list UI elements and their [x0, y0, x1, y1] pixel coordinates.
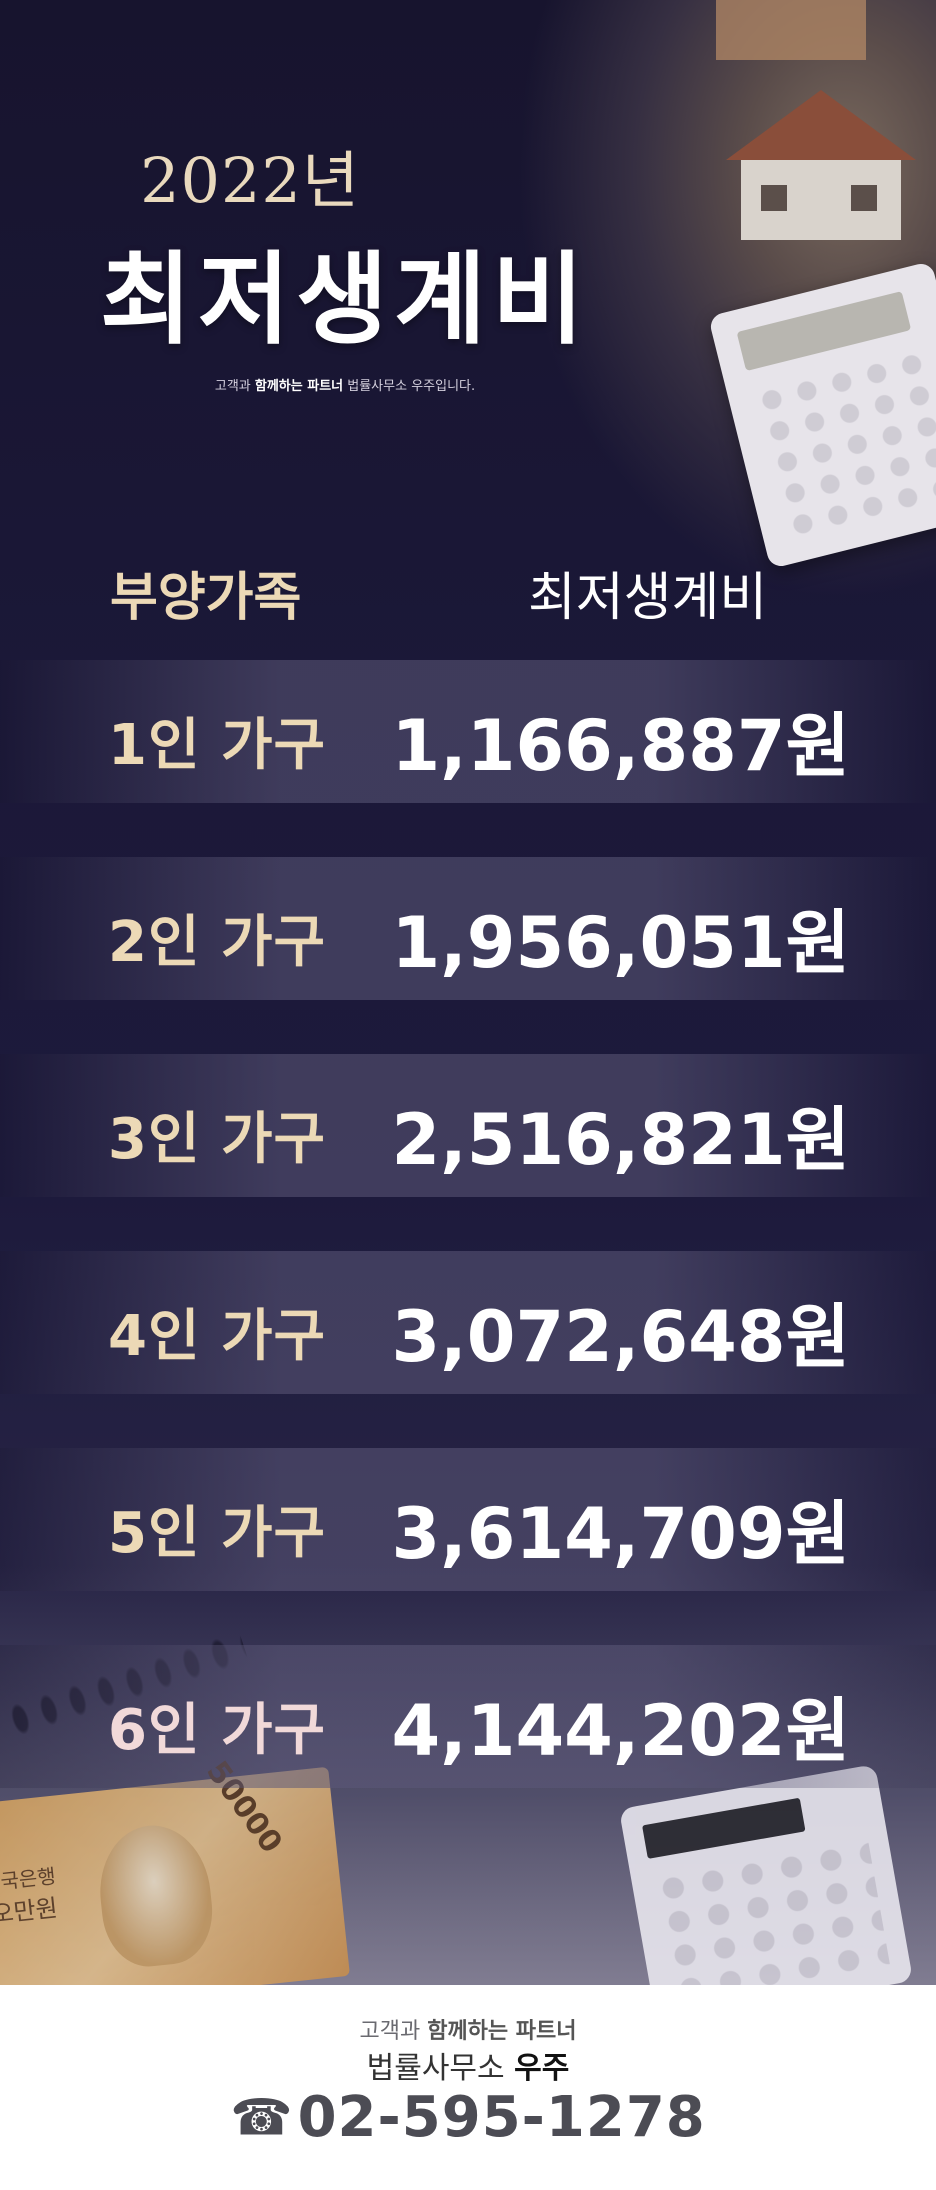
table-row: 2인 가구 1,956,051원	[0, 857, 936, 1000]
amount-value: 4,144,202원	[391, 1690, 850, 1772]
amount-value: 1,956,051원	[391, 902, 850, 984]
table-row: 3인 가구 2,516,821원	[0, 1054, 936, 1197]
phone-contact[interactable]: ☎ 02-595-1278	[0, 2085, 936, 2150]
table-row: 4인 가구 3,072,648원	[0, 1251, 936, 1394]
household-label: 6인 가구	[108, 1698, 327, 1763]
banknote-name: 오만원	[0, 1893, 60, 1929]
column-header-amount: 최저생계비	[528, 568, 768, 628]
phone-icon: ☎	[230, 2088, 293, 2147]
table-row: 6인 가구 4,144,202원	[0, 1645, 936, 1788]
footer: 고객과 함께하는 파트너 법률사무소 우주 ☎ 02-595-1278	[0, 1985, 936, 2190]
calculator	[707, 261, 936, 569]
phone-number[interactable]: 02-595-1278	[297, 2085, 706, 2150]
house-calculator-photo	[516, 0, 936, 600]
title-year: 2022년	[140, 144, 360, 217]
banknote: 50000 한국은행 오만원	[0, 1755, 350, 1985]
firm-name-pre: 법률사무소	[366, 2051, 515, 2086]
footer-tag-bold: 함께하는 파트너	[427, 2019, 577, 2044]
household-label: 2인 가구	[108, 910, 327, 975]
house-model-back	[716, 0, 866, 60]
poster: 50000 한국은행 오만원 2022년 최저생계비 고객과 함께하는 파트너 …	[0, 0, 936, 1985]
table-row: 5인 가구 3,614,709원	[0, 1448, 936, 1591]
banknote-portrait	[93, 1820, 218, 1971]
column-header-household: 부양가족	[110, 568, 302, 628]
footer-tagline: 고객과 함께하는 파트너	[0, 2013, 936, 2045]
table-row: 1인 가구 1,166,887원	[0, 660, 936, 803]
page-title: 최저생계비	[100, 241, 590, 358]
firm-name-bold: 우주	[514, 2051, 570, 2086]
amount-value: 2,516,821원	[391, 1099, 850, 1181]
subtitle: 고객과 함께하는 파트너 법률사무소 우주입니다.	[0, 375, 690, 394]
subtitle-post: 법률사무소 우주입니다.	[343, 379, 476, 394]
amount-value: 1,166,887원	[391, 705, 850, 787]
household-label: 1인 가구	[108, 713, 327, 778]
amount-value: 3,614,709원	[391, 1493, 850, 1575]
footer-tag-pre: 고객과	[359, 2019, 428, 2044]
household-label: 5인 가구	[108, 1501, 327, 1566]
firm-name: 법률사무소 우주	[0, 2043, 936, 2087]
subtitle-bold: 함께하는 파트너	[254, 379, 344, 394]
house-model	[716, 90, 916, 240]
household-label: 3인 가구	[108, 1107, 327, 1172]
household-label: 4인 가구	[108, 1304, 327, 1369]
amount-value: 3,072,648원	[391, 1296, 850, 1378]
calculator-bottom	[618, 1764, 914, 1985]
subtitle-pre: 고객과	[214, 379, 255, 394]
